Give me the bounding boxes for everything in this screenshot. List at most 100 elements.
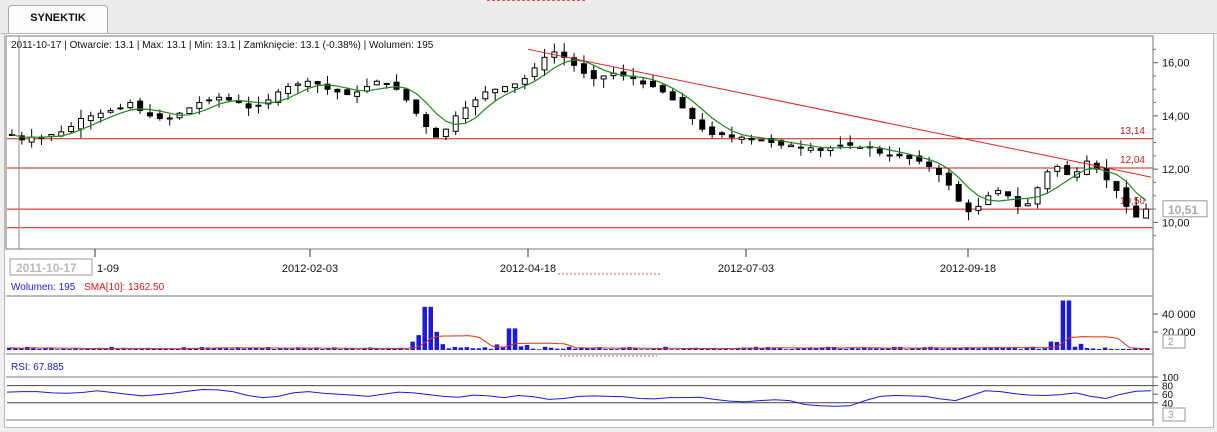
volume-bar: [988, 347, 993, 350]
volume-bar: [530, 348, 536, 350]
rsi-legend: RSI: 67.885: [11, 362, 64, 373]
volume-bar: [398, 347, 403, 350]
candle-body: [87, 115, 94, 122]
volume-bar: [1060, 300, 1066, 350]
candle-body: [945, 172, 952, 186]
volume-bar: [85, 348, 90, 350]
volume-bar: [633, 347, 638, 350]
volume-bar: [271, 349, 277, 350]
candle-body: [728, 134, 735, 138]
volume-bar: [350, 348, 355, 350]
candle-body: [492, 88, 499, 94]
candle-body: [748, 138, 755, 141]
candle-body: [472, 99, 479, 108]
candle-body: [393, 81, 400, 90]
volume-bar: [615, 349, 620, 350]
volume-bar: [259, 348, 265, 350]
candle-body: [186, 107, 193, 114]
volume-bar: [404, 349, 409, 350]
volume-bar: [277, 348, 283, 350]
tab-bar: SYNEKTIK: [0, 0, 1217, 34]
volume-bar: [1078, 343, 1084, 350]
volume-bar: [133, 348, 138, 350]
candle-body: [906, 154, 913, 159]
volume-bar: [1054, 341, 1060, 350]
volume-bar: [579, 347, 584, 350]
volume-bar: [488, 348, 494, 350]
volume-bar: [73, 348, 78, 350]
candle-body: [1064, 165, 1071, 175]
volume-bar: [566, 346, 572, 350]
candle-body: [561, 51, 568, 58]
volume-bar: [868, 348, 873, 350]
volume-bar: [964, 347, 969, 350]
volume-bar: [283, 348, 289, 350]
volume-bar: [880, 348, 885, 350]
volume-bar: [904, 349, 909, 350]
candle-body: [285, 86, 292, 94]
volume-bar: [1012, 347, 1018, 350]
volume-marker-box: [1162, 334, 1186, 349]
rsi-chart: [6, 385, 1153, 407]
candle-body: [423, 114, 430, 128]
volume-bar: [1126, 349, 1132, 350]
volume-bar: [253, 348, 259, 350]
volume-bar: [518, 346, 524, 350]
volume-bar: [916, 348, 921, 350]
volume-bar: [548, 347, 554, 350]
volume-bar: [235, 347, 241, 350]
chart-panel[interactable]: 2011-10-17 | Otwarcie: 13.1 | Max: 13.1 …: [4, 33, 1214, 428]
candle-body: [649, 80, 656, 88]
rsi-y-tick-label: 40: [1162, 399, 1174, 410]
candle-body: [935, 167, 942, 175]
volume-bar: [970, 347, 975, 350]
volume-bar: [934, 347, 939, 350]
volume-bar: [458, 347, 464, 350]
chart-svg[interactable]: 2011-10-17 | Otwarcie: 13.1 | Max: 13.1 …: [5, 34, 1213, 427]
volume-bar: [1096, 349, 1102, 350]
info-open: Otwarcie: 13.1: [70, 40, 135, 51]
volume-bar: [296, 347, 301, 350]
volume-bar: [392, 348, 397, 350]
candle-body: [1005, 191, 1011, 197]
candle-body: [758, 139, 765, 142]
candle-body: [216, 96, 223, 101]
volume-bar: [49, 347, 54, 350]
volume-bar: [482, 347, 488, 350]
info-date: 2011-10-17: [11, 40, 62, 51]
candle-body: [837, 144, 844, 147]
volume-bar: [621, 347, 626, 350]
sma-line: [11, 59, 1147, 202]
candle-body: [383, 82, 390, 85]
candle-body: [245, 103, 252, 109]
volume-bar: [657, 348, 662, 350]
candle-body: [847, 142, 854, 146]
volume-bar: [958, 347, 963, 350]
volume-bar: [1042, 348, 1048, 350]
price-chart: 13,14 12,04 10,50: [7, 36, 1153, 249]
volume-bar: [1066, 300, 1072, 350]
price-y-tick-label: 14,00: [1162, 111, 1190, 123]
candle-body: [699, 119, 706, 130]
volume-bar: [1072, 346, 1078, 350]
candle-body: [1103, 167, 1110, 181]
volume-bar: [356, 349, 361, 350]
candle-body: [433, 127, 439, 138]
volume-bar: [735, 347, 741, 350]
volume-bar: [542, 346, 548, 350]
volume-bar: [332, 347, 337, 350]
candle-body: [995, 189, 1002, 195]
volume-bar: [223, 348, 229, 350]
candle-body: [225, 96, 232, 101]
candle-body: [1014, 196, 1021, 207]
volume-y-tick-label: 40 000: [1162, 309, 1196, 321]
volume-bar: [1024, 347, 1030, 350]
volume-bar: [500, 346, 506, 350]
volume-bar: [1120, 348, 1126, 350]
volume-bar: [31, 347, 36, 350]
candle-body: [373, 80, 380, 86]
candle-body: [117, 107, 124, 110]
support-line-label: 10,50: [1120, 196, 1145, 207]
tab-synektik[interactable]: SYNEKTIK: [8, 5, 108, 33]
volume-bar: [139, 348, 144, 350]
